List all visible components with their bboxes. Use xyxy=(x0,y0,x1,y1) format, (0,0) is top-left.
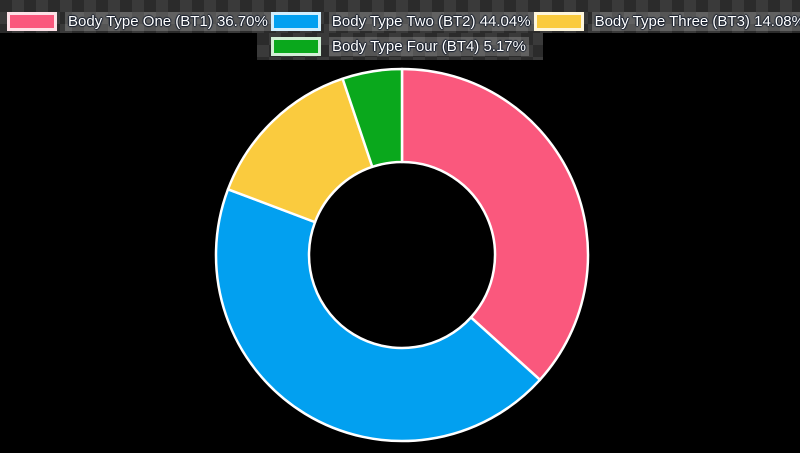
legend-swatch-bt2 xyxy=(270,11,321,31)
donut-segment-1[interactable] xyxy=(400,67,590,382)
legend-swatch-bt4 xyxy=(271,37,322,56)
legend-item-bt2[interactable]: Body Type Two (BT2) 44.04% xyxy=(270,11,534,31)
legend-label-bt4: Body Type Four (BT4) 5.17% xyxy=(329,37,529,56)
donut-chart xyxy=(212,65,592,445)
legend-label-bt1: Body Type One (BT1) 36.70% xyxy=(65,11,271,31)
donut-segment-2[interactable] xyxy=(214,188,542,443)
legend-item-bt1[interactable]: Body Type One (BT1) 36.70% xyxy=(7,11,271,31)
legend-item-bt3[interactable]: Body Type Three (BT3) 14.08% xyxy=(533,11,800,31)
legend-label-bt2: Body Type Two (BT2) 44.04% xyxy=(328,11,534,31)
legend-item-bt4[interactable]: Body Type Four (BT4) 5.17% xyxy=(271,37,529,56)
legend-row-1: Body Type One (BT1) 36.70% Body Type Two… xyxy=(0,0,800,33)
legend-swatch-bt1 xyxy=(7,11,57,31)
legend-row-2: Body Type Four (BT4) 5.17% xyxy=(257,33,543,60)
donut-segment-4[interactable] xyxy=(341,67,404,169)
donut-svg xyxy=(214,67,590,443)
legend-swatch-bt3 xyxy=(533,11,584,31)
legend-label-bt3: Body Type Three (BT3) 14.08% xyxy=(591,11,800,31)
